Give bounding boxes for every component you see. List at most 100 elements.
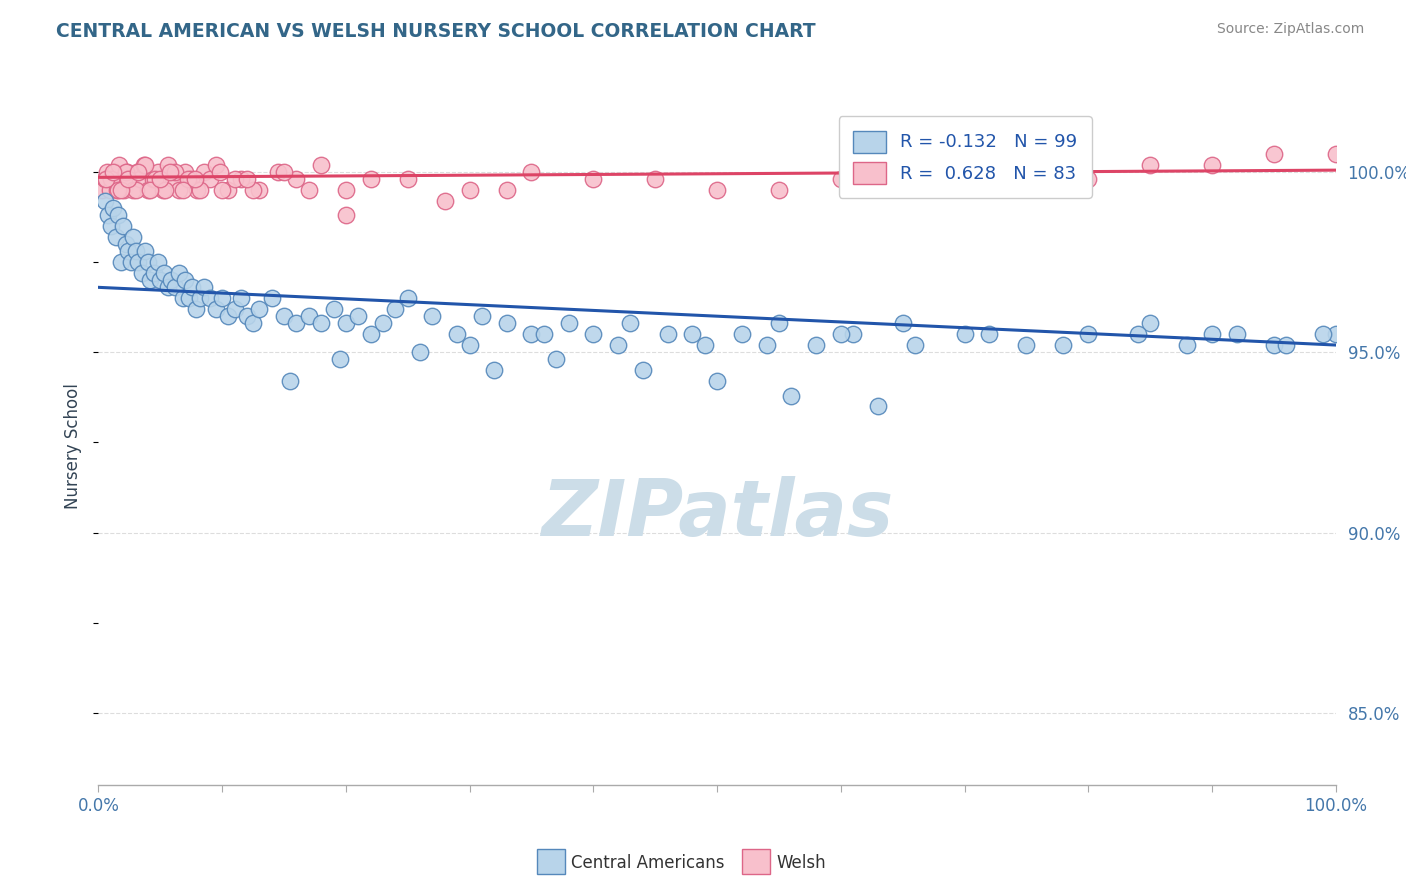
Point — [433, 194, 456, 208]
Point — [112, 183, 135, 197]
Point — [114, 237, 136, 252]
Point — [1312, 327, 1334, 342]
Point — [1226, 327, 1249, 342]
Point — [165, 165, 187, 179]
Point — [273, 309, 295, 323]
Text: Central Americans: Central Americans — [571, 854, 724, 871]
Point — [136, 255, 159, 269]
Point — [953, 165, 976, 179]
Point — [273, 165, 295, 179]
Point — [139, 273, 162, 287]
Point — [174, 165, 197, 179]
Point — [186, 183, 208, 197]
Point — [114, 165, 136, 179]
Point — [557, 317, 579, 331]
Point — [125, 165, 148, 179]
Point — [149, 172, 172, 186]
Point — [979, 327, 1001, 342]
Point — [1263, 147, 1285, 161]
Point — [484, 363, 506, 377]
Point — [1126, 327, 1149, 342]
Point — [1275, 338, 1298, 352]
Point — [110, 183, 132, 197]
Point — [160, 273, 183, 287]
Point — [100, 172, 122, 186]
Point — [93, 172, 115, 186]
Text: Welsh: Welsh — [776, 854, 825, 871]
Point — [149, 273, 172, 287]
Point — [247, 301, 270, 316]
Point — [768, 183, 790, 197]
Point — [396, 291, 419, 305]
Point — [172, 183, 194, 197]
Point — [329, 352, 352, 367]
Point — [285, 172, 308, 186]
Point — [111, 172, 134, 186]
Point — [706, 374, 728, 388]
Point — [1015, 165, 1038, 179]
Point — [188, 183, 211, 197]
Point — [298, 309, 321, 323]
Point — [98, 183, 121, 197]
Point — [155, 183, 177, 197]
Point — [139, 183, 162, 197]
Point — [236, 309, 259, 323]
Point — [153, 266, 176, 280]
Point — [247, 183, 270, 197]
Point — [211, 291, 233, 305]
Point — [322, 301, 344, 316]
Point — [180, 172, 202, 186]
Point — [755, 338, 778, 352]
Point — [360, 327, 382, 342]
Point — [1201, 327, 1223, 342]
Point — [118, 172, 141, 186]
Point — [156, 158, 179, 172]
Point — [108, 158, 131, 172]
Point — [136, 183, 159, 197]
Point — [236, 172, 259, 186]
Point — [167, 183, 190, 197]
Point — [1052, 338, 1074, 352]
Point — [146, 255, 169, 269]
Point — [217, 309, 239, 323]
Point — [172, 291, 194, 305]
Point — [103, 165, 125, 179]
Text: ZIPatlas: ZIPatlas — [541, 475, 893, 552]
Point — [693, 338, 716, 352]
Point — [162, 172, 184, 186]
Point — [495, 183, 517, 197]
Point — [165, 280, 187, 294]
Point — [198, 172, 221, 186]
Text: Source: ZipAtlas.com: Source: ZipAtlas.com — [1216, 22, 1364, 37]
Point — [188, 291, 211, 305]
Point — [101, 172, 124, 186]
Point — [309, 158, 332, 172]
Y-axis label: Nursery School: Nursery School — [65, 383, 83, 509]
Point — [181, 280, 204, 294]
Point — [866, 400, 889, 414]
Point — [122, 183, 145, 197]
Point — [1324, 327, 1347, 342]
Point — [1175, 338, 1198, 352]
Point — [229, 291, 252, 305]
Point — [631, 363, 654, 377]
Point — [112, 219, 135, 233]
Point — [1077, 327, 1099, 342]
Point — [127, 255, 149, 269]
Point — [117, 244, 139, 259]
Point — [458, 338, 481, 352]
Point — [1077, 172, 1099, 186]
Point — [619, 317, 641, 331]
Point — [804, 338, 827, 352]
Point — [731, 327, 754, 342]
Point — [681, 327, 703, 342]
Point — [657, 327, 679, 342]
Point — [706, 183, 728, 197]
Legend: R = -0.132   N = 99, R =  0.628   N = 83: R = -0.132 N = 99, R = 0.628 N = 83 — [838, 116, 1091, 198]
Point — [446, 327, 468, 342]
Point — [186, 301, 208, 316]
Point — [224, 172, 246, 186]
Point — [309, 317, 332, 331]
Point — [830, 327, 852, 342]
Point — [242, 183, 264, 197]
